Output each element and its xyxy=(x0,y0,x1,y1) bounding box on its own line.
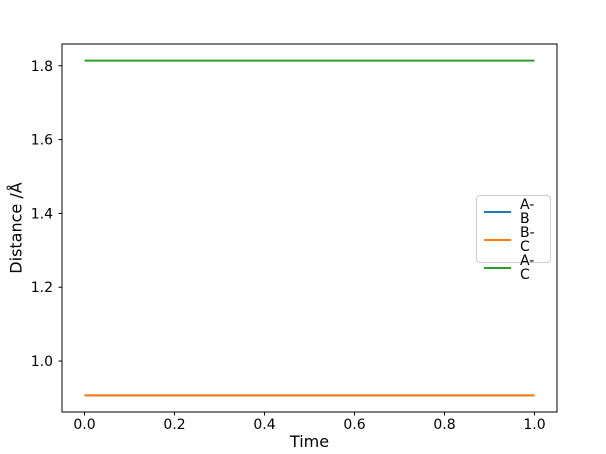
legend-entry-A-B: A-B xyxy=(484,198,543,226)
x-tick-label: 0.4 xyxy=(253,417,275,433)
legend-label-A-B: A-B xyxy=(520,197,535,227)
x-tick-label: 0.2 xyxy=(163,417,185,433)
y-tick-label: 1.4 xyxy=(31,206,53,222)
x-axis-label: Time xyxy=(289,432,330,451)
legend-entry-A-C: A-C xyxy=(484,254,543,282)
x-tick-label: 0.6 xyxy=(343,417,365,433)
legend-label-A-C: A-C xyxy=(520,253,535,283)
y-tick-label: 1.6 xyxy=(31,133,53,149)
legend-label-B-C: B-C xyxy=(520,225,535,255)
legend: A-B B-C A-C xyxy=(476,195,551,282)
legend-line-swatch-A-B xyxy=(484,211,511,213)
legend-line-swatch-B-C xyxy=(484,239,511,241)
x-tick-label: 0.8 xyxy=(433,417,455,433)
axes-frame xyxy=(61,43,558,413)
x-tick-label: 1.0 xyxy=(523,417,545,433)
legend-line-swatch-A-C xyxy=(484,267,511,269)
y-tick-label: 1.8 xyxy=(31,59,53,75)
x-tick-label: 0.0 xyxy=(73,417,95,433)
y-axis-label: Distance /Å xyxy=(6,182,26,274)
y-tick-label: 1.2 xyxy=(31,280,53,296)
y-tick-label: 1.0 xyxy=(31,354,53,370)
legend-entry-B-C: B-C xyxy=(484,226,543,254)
